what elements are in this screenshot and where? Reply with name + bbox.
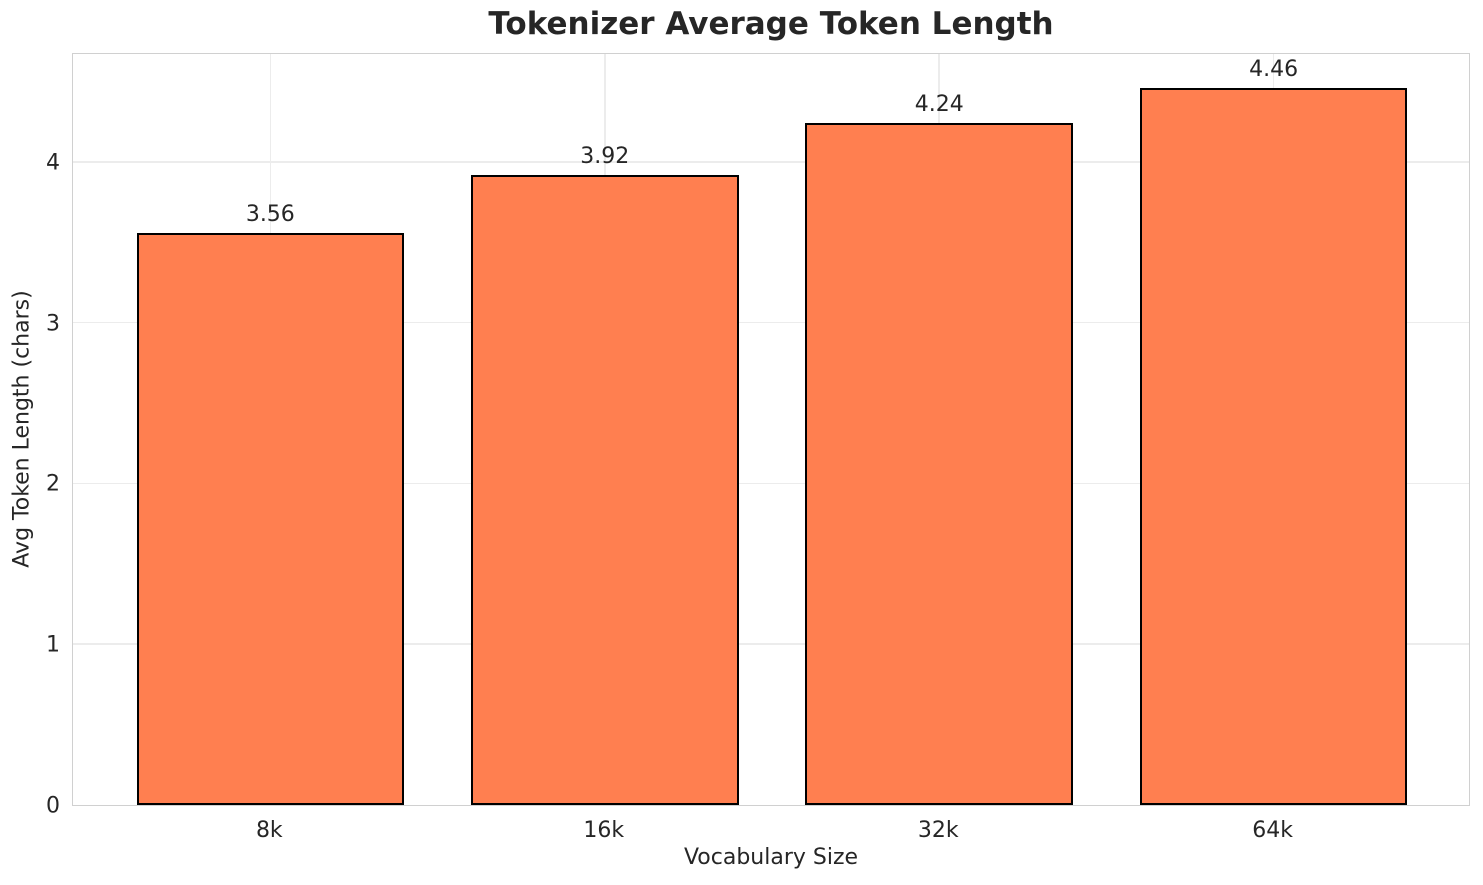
y-tick-label: 1 xyxy=(46,632,60,658)
bar-8k xyxy=(136,232,405,805)
x-tick-label: 64k xyxy=(1252,818,1294,843)
x-axis-label: Vocabulary Size xyxy=(683,845,859,870)
plot-area: 3.56 3.92 4.24 4.46 xyxy=(72,53,1470,806)
y-tick-label: 0 xyxy=(46,793,60,819)
bar-value-label: 3.92 xyxy=(580,143,630,169)
chart-title: Tokenizer Average Token Length xyxy=(488,6,1054,42)
bar-value-label: 4.46 xyxy=(1249,56,1299,82)
y-tick-label: 2 xyxy=(46,471,60,497)
x-tick-label: 16k xyxy=(583,818,625,843)
bar-32k xyxy=(805,123,1073,805)
y-gridline xyxy=(73,643,1469,645)
bar-value-label: 3.56 xyxy=(245,201,295,227)
y-tick-label: 3 xyxy=(46,311,60,337)
y-tick-label: 4 xyxy=(46,150,60,176)
y-gridline xyxy=(73,321,1469,324)
x-tick-label: 32k xyxy=(917,818,959,843)
bar-16k xyxy=(470,174,739,805)
y-gridline xyxy=(73,482,1469,485)
bar-64k xyxy=(1139,87,1408,805)
bar-value-label: 4.24 xyxy=(914,92,964,118)
x-tick-label: 8k xyxy=(255,818,283,843)
y-gridline xyxy=(73,161,1469,163)
